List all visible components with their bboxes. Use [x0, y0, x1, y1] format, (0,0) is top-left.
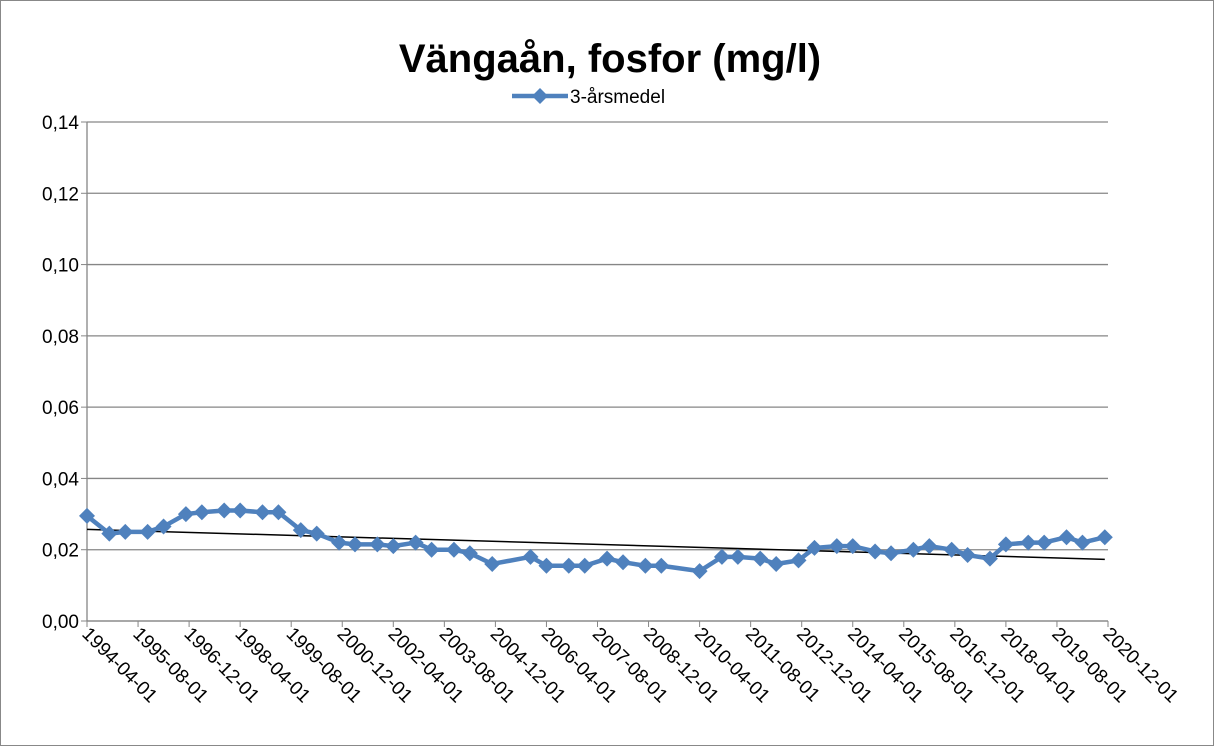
data-point [270, 504, 287, 521]
data-point [117, 523, 134, 540]
data-point [461, 545, 478, 562]
data-point [997, 536, 1014, 553]
data-point [883, 545, 900, 562]
data-point [905, 541, 922, 558]
data-point [943, 541, 960, 558]
data-point [385, 538, 402, 555]
chart-title: Vängaån, fosfor (mg/l) [399, 37, 821, 81]
data-point [729, 548, 746, 565]
data-point [713, 548, 730, 565]
data-point [1058, 529, 1075, 546]
trend-line [86, 528, 1105, 561]
data-point [959, 547, 976, 564]
data-point [637, 557, 654, 574]
data-point [576, 557, 593, 574]
data-point [216, 502, 233, 519]
data-point [867, 543, 884, 560]
data-point [101, 525, 118, 542]
data-point [1036, 534, 1053, 551]
data-point [308, 525, 325, 542]
data-point [1020, 534, 1037, 551]
data-point [445, 541, 462, 558]
data-point [828, 538, 845, 555]
data-point [790, 552, 807, 569]
data-point [331, 534, 348, 551]
data-point [844, 538, 861, 555]
y-tick-label: 0,14 [42, 113, 79, 134]
y-tick-label: 0,06 [42, 398, 79, 419]
legend-marker [532, 88, 548, 104]
data-point [79, 507, 95, 524]
data-point [615, 554, 632, 571]
y-tick-label: 0,02 [42, 541, 79, 562]
y-tick-label: 0,08 [42, 327, 79, 348]
data-point [139, 523, 156, 540]
data-point [423, 541, 440, 558]
data-point [599, 550, 616, 567]
data-point [752, 550, 769, 567]
data-point [653, 557, 670, 574]
data-point [407, 534, 424, 551]
data-point [177, 506, 194, 523]
data-point [347, 536, 364, 553]
y-tick-label: 0,12 [42, 184, 79, 205]
data-point [1096, 529, 1113, 546]
data-point [254, 504, 271, 521]
data-point [806, 539, 823, 556]
legend-label: 3-årsmedel [570, 87, 665, 108]
data-point [560, 557, 577, 574]
y-tick-label: 0,10 [42, 256, 79, 277]
data-point [232, 502, 249, 519]
data-point [369, 536, 386, 553]
data-point [155, 518, 172, 535]
data-point [522, 548, 539, 565]
data-point [1074, 534, 1091, 551]
data-point [538, 557, 555, 574]
data-point [691, 563, 708, 580]
data-point [768, 555, 785, 572]
data-point [921, 538, 938, 555]
y-tick-label: 0,00 [42, 612, 79, 633]
series-line [85, 508, 1106, 574]
data-point [484, 555, 501, 572]
data-point [193, 504, 210, 521]
data-point [292, 522, 309, 539]
y-tick-label: 0,04 [42, 469, 79, 490]
data-point [981, 550, 998, 567]
